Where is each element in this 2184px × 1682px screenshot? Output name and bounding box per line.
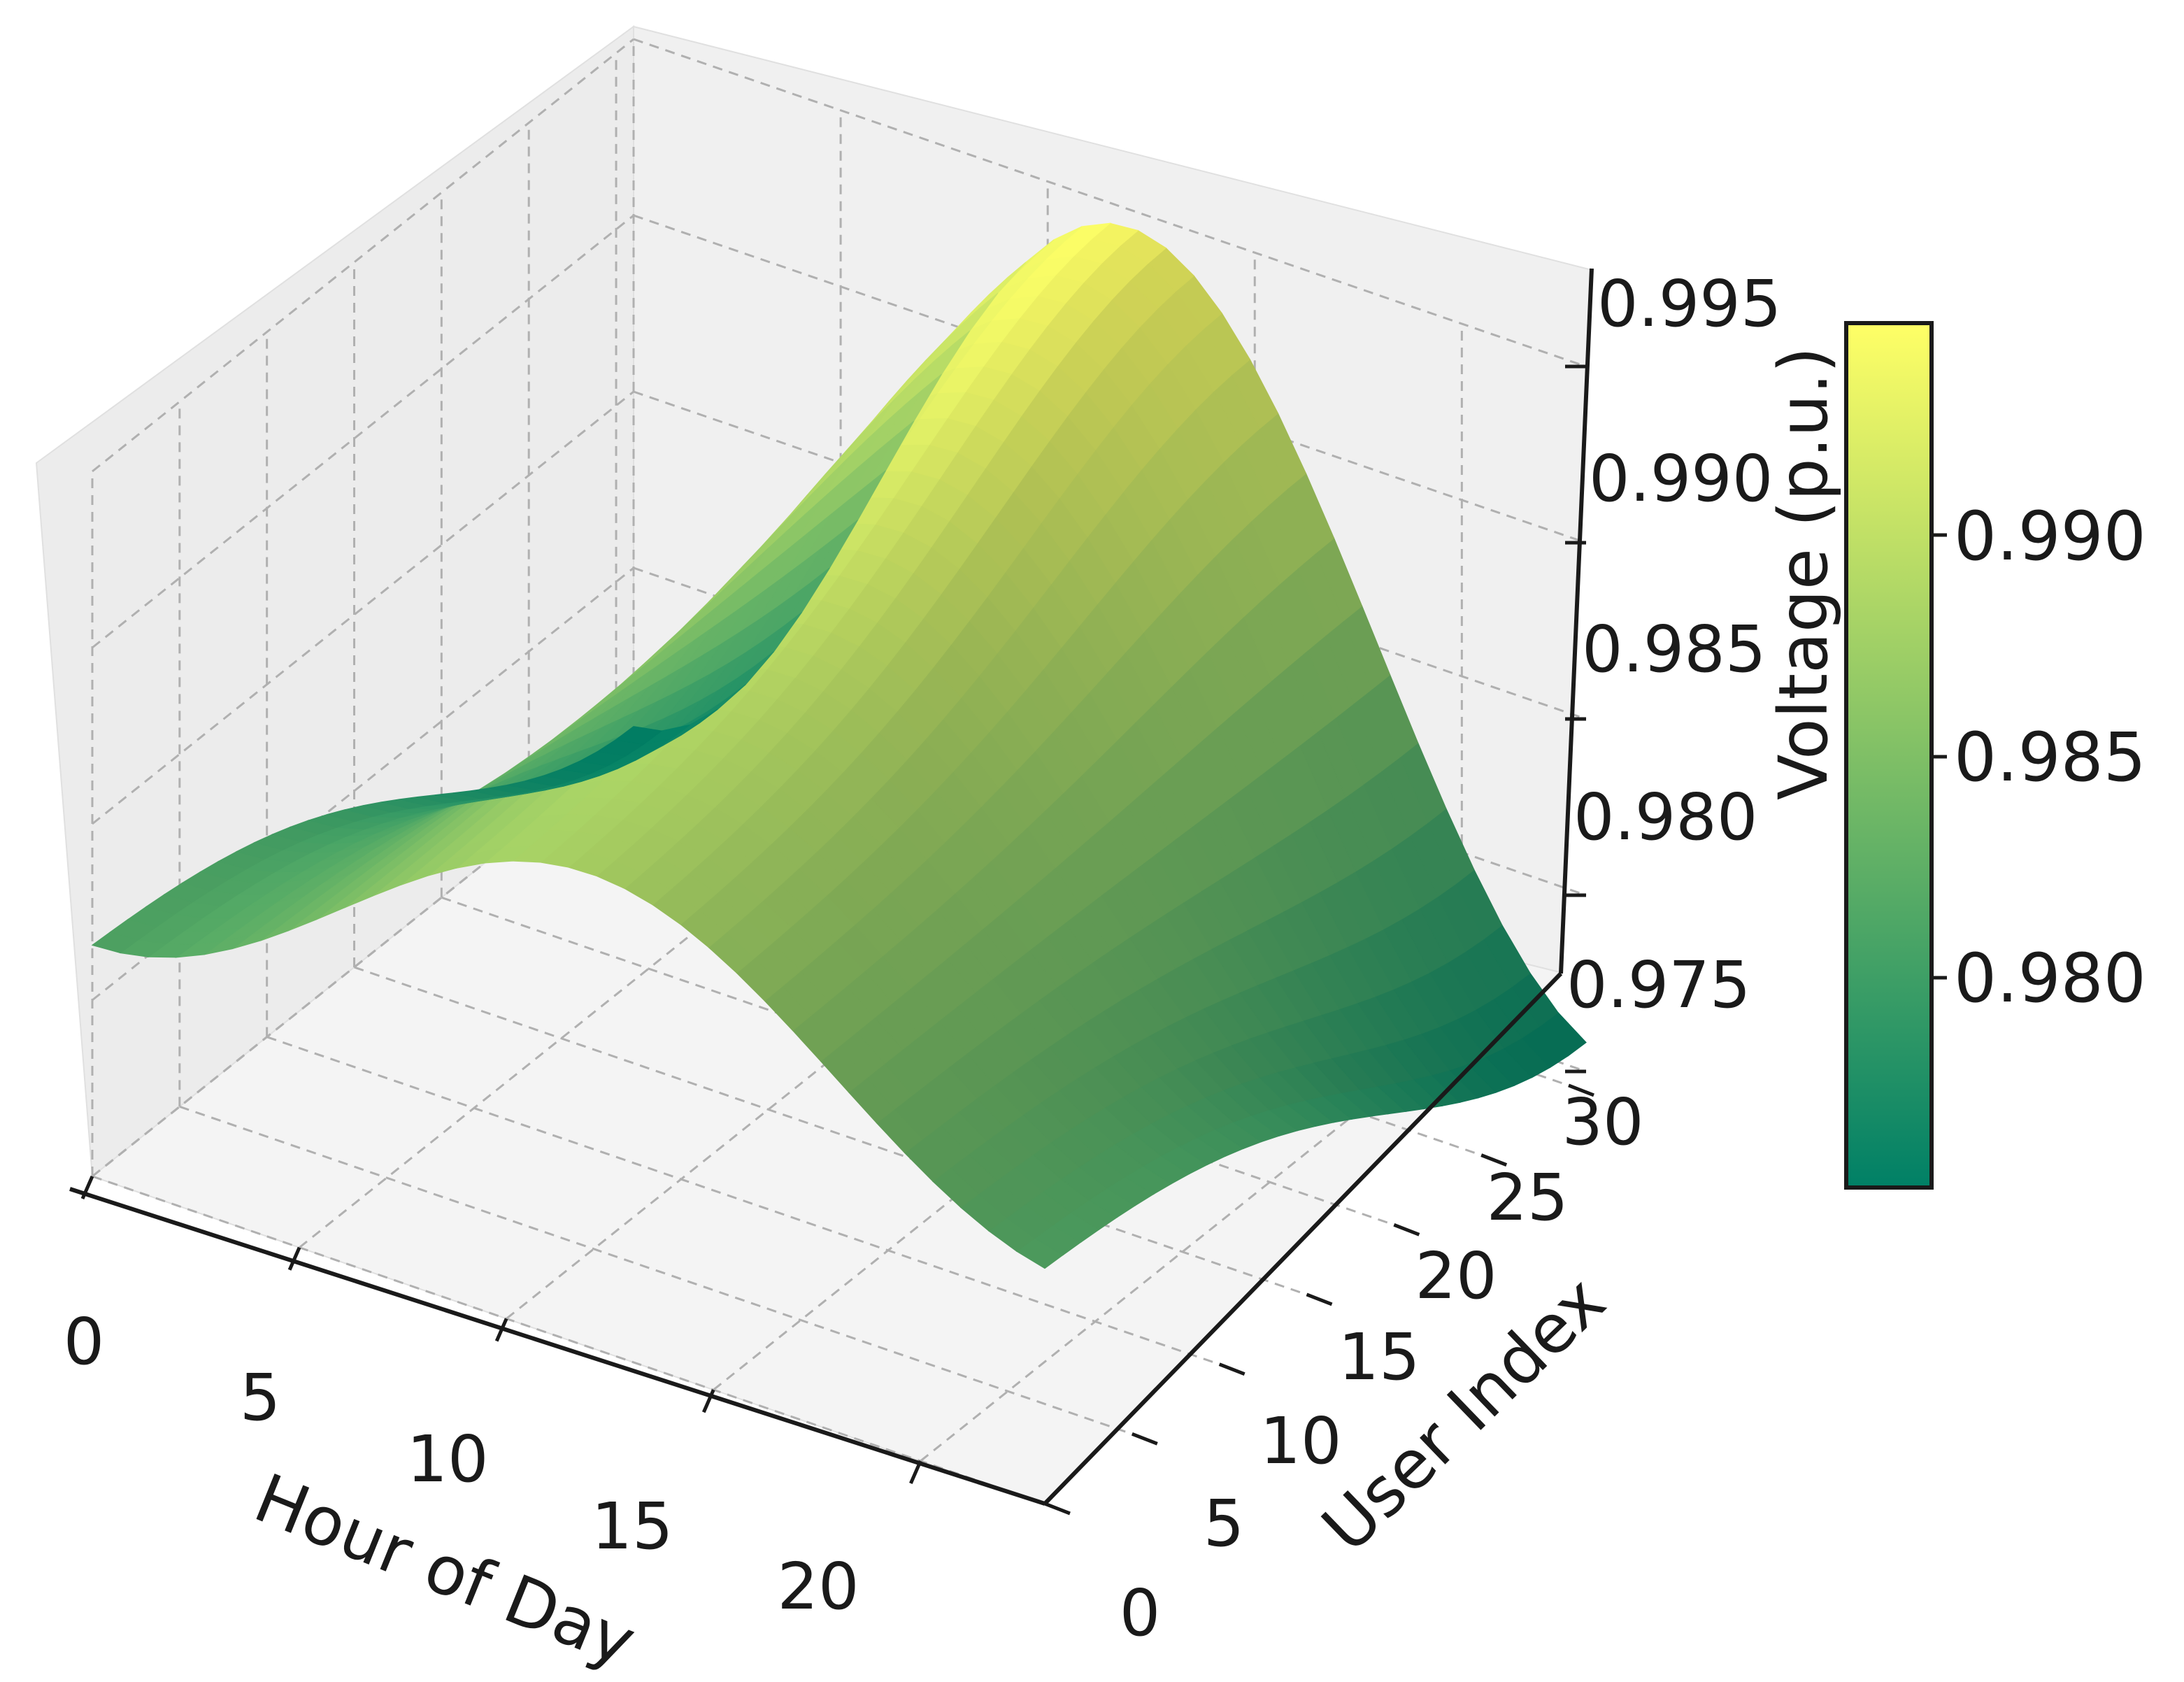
x-tick-marks	[80, 1175, 922, 1484]
x-tick-label: 10	[406, 1422, 488, 1497]
y-tick-label: 25	[1486, 1160, 1568, 1235]
voltage-surface	[91, 222, 1587, 1269]
x-tick-label: 5	[240, 1360, 281, 1435]
colorbar-tick-label: 0.985	[1954, 718, 2146, 797]
tick-mark	[701, 1389, 715, 1413]
tick-mark	[1044, 1502, 1071, 1516]
grid-line	[92, 390, 634, 825]
tick-mark	[1393, 1223, 1420, 1236]
tick-mark	[909, 1460, 922, 1484]
grid-line	[633, 38, 1587, 368]
tick-mark	[494, 1318, 508, 1342]
z-tick-labels: 0.975 0.980 0.985 0.990 0.995	[1566, 266, 1781, 1022]
grid-line	[354, 966, 1308, 1296]
surface-patch	[614, 726, 663, 745]
x-tick-label: 15	[591, 1489, 673, 1564]
tick-mark	[80, 1175, 94, 1200]
grid-line	[92, 566, 634, 1002]
z-axis-title: Voltage (p.u.)	[1764, 347, 1843, 800]
z-axis-line	[1559, 268, 1594, 974]
tick-mark	[1306, 1292, 1333, 1306]
axis-lines	[69, 268, 1594, 1506]
z-tick-marks	[1565, 364, 1586, 1074]
z-tick-label: 0.985	[1582, 612, 1766, 687]
z-tick-label: 0.975	[1566, 948, 1750, 1022]
y-tick-label: 0	[1120, 1576, 1161, 1651]
x-axis-line	[69, 1187, 1045, 1506]
tick-mark	[1131, 1432, 1158, 1446]
tick-mark	[1568, 1083, 1594, 1097]
x-tick-label: 0	[64, 1304, 105, 1379]
y-tick-marks	[1044, 1083, 1594, 1516]
y-axis-line	[1043, 971, 1563, 1506]
grid-line	[266, 1036, 1220, 1366]
y-tick-label: 20	[1415, 1239, 1497, 1313]
colorbar-tick-label: 0.980	[1954, 939, 2146, 1018]
tick-mark	[1480, 1153, 1508, 1167]
z-tick-label: 0.980	[1573, 780, 1757, 855]
tick-mark	[287, 1246, 301, 1271]
colorbar-tick-label: 0.990	[1954, 497, 2146, 576]
z-tick-label: 0.990	[1589, 441, 1773, 516]
y-tick-labels: 0 5 10 15 20 25 30	[1120, 1085, 1644, 1651]
y-tick-label: 10	[1259, 1404, 1341, 1478]
x-tick-labels: 0 5 10 15 20	[64, 1304, 859, 1624]
grid-line	[92, 214, 634, 649]
z-tick-label: 0.995	[1597, 266, 1781, 341]
x-tick-label: 20	[777, 1549, 859, 1624]
colorbar: 0.980 0.985 0.990	[1844, 321, 2146, 1190]
grid-line	[92, 1175, 1045, 1505]
y-tick-label: 15	[1338, 1320, 1420, 1395]
grid-line	[179, 1105, 1133, 1435]
y-tick-label: 30	[1562, 1085, 1643, 1160]
colorbar-gradient	[1844, 321, 1934, 1190]
tick-mark	[1218, 1362, 1246, 1376]
grid-line	[92, 38, 634, 473]
y-tick-label: 5	[1204, 1486, 1245, 1561]
